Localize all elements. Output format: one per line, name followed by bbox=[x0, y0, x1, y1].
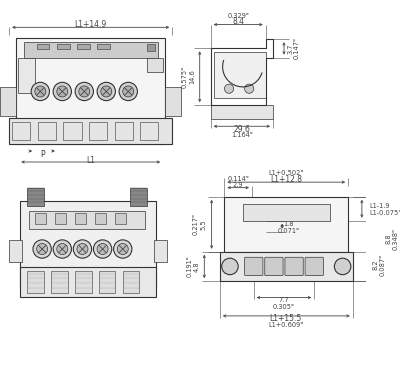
Bar bbox=[130, 188, 146, 206]
Text: 5.5: 5.5 bbox=[200, 219, 206, 230]
FancyBboxPatch shape bbox=[265, 257, 283, 276]
Bar bbox=[224, 197, 348, 252]
Text: L1+14.9: L1+14.9 bbox=[74, 20, 107, 29]
FancyBboxPatch shape bbox=[285, 257, 303, 276]
Bar bbox=[16, 38, 165, 144]
Text: 8.4: 8.4 bbox=[232, 17, 244, 26]
Bar bbox=[220, 252, 353, 281]
Text: 0.071": 0.071" bbox=[278, 228, 300, 234]
Circle shape bbox=[334, 258, 351, 275]
Circle shape bbox=[117, 244, 128, 255]
Text: 0.348": 0.348" bbox=[393, 228, 399, 250]
Circle shape bbox=[79, 86, 90, 97]
Text: 0.087": 0.087" bbox=[380, 254, 386, 276]
Bar bbox=[20, 201, 156, 288]
Text: P: P bbox=[40, 150, 44, 159]
Bar bbox=[116, 213, 126, 224]
Bar bbox=[18, 58, 35, 93]
Text: 8.8: 8.8 bbox=[386, 233, 392, 244]
Circle shape bbox=[224, 84, 234, 93]
Circle shape bbox=[101, 86, 112, 97]
Text: 7.7: 7.7 bbox=[279, 298, 289, 303]
Circle shape bbox=[77, 244, 88, 255]
Bar bbox=[146, 44, 155, 51]
Circle shape bbox=[57, 244, 68, 255]
Circle shape bbox=[75, 82, 94, 100]
Bar bbox=[51, 271, 68, 293]
Text: 29.6: 29.6 bbox=[234, 125, 250, 135]
FancyBboxPatch shape bbox=[244, 257, 263, 276]
Bar bbox=[123, 271, 139, 293]
Bar bbox=[63, 122, 82, 140]
Circle shape bbox=[97, 82, 116, 100]
Circle shape bbox=[123, 86, 134, 97]
Circle shape bbox=[94, 240, 112, 258]
Text: 0.575": 0.575" bbox=[182, 66, 188, 88]
Text: 8.2: 8.2 bbox=[373, 259, 379, 270]
Bar bbox=[24, 42, 158, 58]
Bar bbox=[9, 118, 172, 144]
Circle shape bbox=[222, 258, 238, 275]
Bar bbox=[211, 105, 273, 119]
Bar bbox=[243, 204, 330, 221]
Bar bbox=[114, 122, 133, 140]
Circle shape bbox=[31, 82, 50, 100]
Bar bbox=[57, 44, 70, 49]
Bar bbox=[28, 188, 44, 206]
Circle shape bbox=[73, 240, 92, 258]
Bar bbox=[154, 240, 167, 262]
Circle shape bbox=[244, 84, 254, 93]
Text: L1+0.609": L1+0.609" bbox=[268, 322, 304, 328]
Circle shape bbox=[119, 82, 138, 100]
Bar bbox=[38, 122, 56, 140]
Bar bbox=[97, 44, 110, 49]
Bar bbox=[55, 213, 66, 224]
Circle shape bbox=[97, 244, 108, 255]
Text: L1+12.8: L1+12.8 bbox=[270, 175, 302, 184]
Circle shape bbox=[37, 244, 48, 255]
Text: 0.147": 0.147" bbox=[294, 38, 300, 60]
Text: 3.7: 3.7 bbox=[288, 43, 294, 54]
Bar bbox=[146, 58, 163, 72]
Bar bbox=[77, 44, 90, 49]
Text: L1: L1 bbox=[86, 156, 95, 164]
Bar bbox=[140, 122, 158, 140]
Bar bbox=[29, 211, 145, 229]
Bar bbox=[75, 271, 92, 293]
Circle shape bbox=[57, 86, 68, 97]
Bar bbox=[35, 213, 46, 224]
Text: 2.9: 2.9 bbox=[233, 182, 244, 188]
Bar bbox=[12, 122, 30, 140]
Text: L1-1.9: L1-1.9 bbox=[369, 203, 390, 209]
Bar bbox=[28, 271, 44, 293]
Bar bbox=[20, 267, 156, 297]
Bar bbox=[37, 44, 50, 49]
Text: L1-0.075": L1-0.075" bbox=[369, 210, 400, 216]
Text: 1.8: 1.8 bbox=[283, 221, 294, 227]
Text: 1.164": 1.164" bbox=[231, 132, 253, 138]
Bar bbox=[0, 87, 16, 116]
Bar bbox=[89, 122, 107, 140]
Text: 0.329": 0.329" bbox=[227, 13, 249, 19]
Text: L1+15.5: L1+15.5 bbox=[270, 314, 302, 323]
Circle shape bbox=[33, 240, 51, 258]
Bar bbox=[99, 271, 116, 293]
Text: 4.8: 4.8 bbox=[194, 261, 200, 272]
Bar bbox=[9, 240, 22, 262]
Text: 0.191": 0.191" bbox=[187, 255, 193, 277]
Text: 0.305": 0.305" bbox=[273, 304, 295, 310]
Circle shape bbox=[35, 86, 46, 97]
Text: 14.6: 14.6 bbox=[189, 69, 195, 84]
Circle shape bbox=[53, 240, 72, 258]
Text: L1+0.502": L1+0.502" bbox=[268, 170, 304, 176]
Bar bbox=[165, 87, 181, 116]
Bar bbox=[75, 213, 86, 224]
Text: 0.114": 0.114" bbox=[227, 176, 249, 182]
Circle shape bbox=[53, 82, 72, 100]
FancyBboxPatch shape bbox=[305, 257, 323, 276]
Text: 0.217": 0.217" bbox=[193, 213, 199, 235]
Bar bbox=[95, 213, 106, 224]
Circle shape bbox=[114, 240, 132, 258]
Bar bbox=[214, 52, 266, 98]
